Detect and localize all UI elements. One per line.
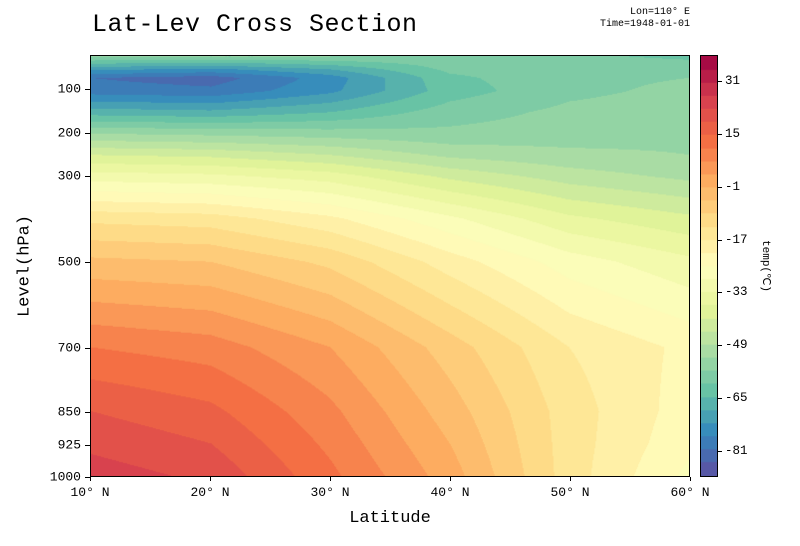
chart-title: Lat-Lev Cross Section (92, 10, 418, 39)
x-tick-label: 60° N (670, 485, 710, 500)
colorbar-tick-mark (718, 292, 722, 294)
y-axis-label: Level(hPa) (15, 214, 35, 318)
x-tick-mark (210, 477, 211, 481)
colorbar-tick-mark (718, 239, 722, 241)
y-tick-label: 700 (57, 340, 81, 356)
x-tick-label: 20° N (190, 485, 230, 500)
plot-area (90, 55, 690, 477)
x-tick-mark (690, 477, 691, 481)
annotation-time: Time=1948-01-01 (599, 19, 690, 30)
y-tick-label: 100 (57, 81, 81, 97)
colorbar-tick-label: 15 (725, 127, 741, 142)
colorbar-label: temp(℃) (759, 240, 771, 292)
x-tick-mark (90, 477, 91, 481)
colorbar-tick-label: -33 (725, 285, 748, 300)
x-tick-label: 40° N (430, 485, 470, 500)
colorbar (700, 55, 718, 477)
x-tick-mark (450, 477, 451, 481)
y-tick-label: 925 (57, 437, 81, 453)
x-tick-mark (330, 477, 331, 481)
y-tick-label: 1000 (49, 469, 81, 485)
x-axis-label: Latitude (349, 509, 431, 528)
y-tick-label: 850 (57, 404, 81, 420)
colorbar-tick-label: -81 (725, 443, 748, 458)
colorbar-tick-mark (718, 397, 722, 399)
colorbar-tick-label: 31 (725, 74, 741, 89)
contour-plot-canvas (91, 56, 689, 476)
colorbar-tick-label: -1 (725, 179, 741, 194)
annotation-block: Lon=110° E Time=1948-01-01 (600, 7, 690, 31)
y-tick-label: 200 (57, 125, 81, 140)
colorbar-tick-label: -49 (725, 338, 748, 353)
y-tick-label: 500 (57, 254, 81, 270)
x-tick-label: 50° N (550, 485, 590, 500)
colorbar-tick-label: -65 (725, 390, 748, 405)
colorbar-tick-mark (718, 81, 722, 83)
colorbar-tick-mark (718, 345, 722, 347)
y-tick-label: 300 (57, 168, 81, 184)
x-axis-ticks: 10° N 20° N 30° N 40° N 50° N 60° N (70, 477, 710, 517)
x-tick-label: 10° N (70, 485, 110, 500)
x-tick-mark (570, 477, 571, 481)
x-tick-label: 30° N (310, 485, 350, 500)
annotation-lon: Lon=110° E (629, 7, 690, 18)
colorbar-tick-mark (718, 134, 722, 136)
colorbar-canvas (701, 56, 717, 476)
colorbar-tick-label: -17 (725, 232, 748, 247)
colorbar-tick-mark (718, 186, 722, 188)
colorbar-tick-mark (718, 450, 722, 452)
